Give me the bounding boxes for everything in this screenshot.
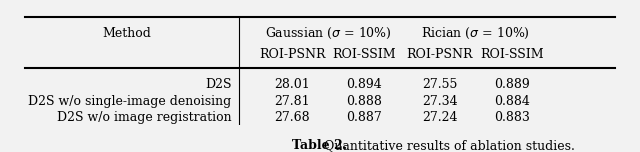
Text: D2S w/o image registration: D2S w/o image registration [57,111,232,124]
Text: ROI-SSIM: ROI-SSIM [332,48,396,61]
Text: Gaussian ($\sigma$ = 10%): Gaussian ($\sigma$ = 10%) [264,26,391,41]
Text: 27.24: 27.24 [422,111,458,124]
Text: 28.01: 28.01 [275,78,310,91]
Text: ROI-PSNR: ROI-PSNR [259,48,326,61]
Text: 27.68: 27.68 [275,111,310,124]
Text: 0.894: 0.894 [346,78,382,91]
Text: Table 2.: Table 2. [292,139,348,152]
Text: 27.34: 27.34 [422,95,458,108]
Text: 0.889: 0.889 [494,78,529,91]
Text: 0.883: 0.883 [493,111,530,124]
Text: D2S: D2S [205,78,232,91]
Text: 0.887: 0.887 [346,111,382,124]
Text: 0.884: 0.884 [493,95,530,108]
Text: D2S w/o single-image denoising: D2S w/o single-image denoising [28,95,232,108]
Text: Rician ($\sigma$ = 10%): Rician ($\sigma$ = 10%) [421,26,530,41]
Text: Quantitative results of ablation studies.: Quantitative results of ablation studies… [320,139,575,152]
Text: 27.55: 27.55 [422,78,458,91]
Text: Method: Method [102,27,151,40]
Text: 27.81: 27.81 [275,95,310,108]
Text: 0.888: 0.888 [346,95,382,108]
Text: ROI-SSIM: ROI-SSIM [480,48,543,61]
Text: ROI-PSNR: ROI-PSNR [406,48,473,61]
